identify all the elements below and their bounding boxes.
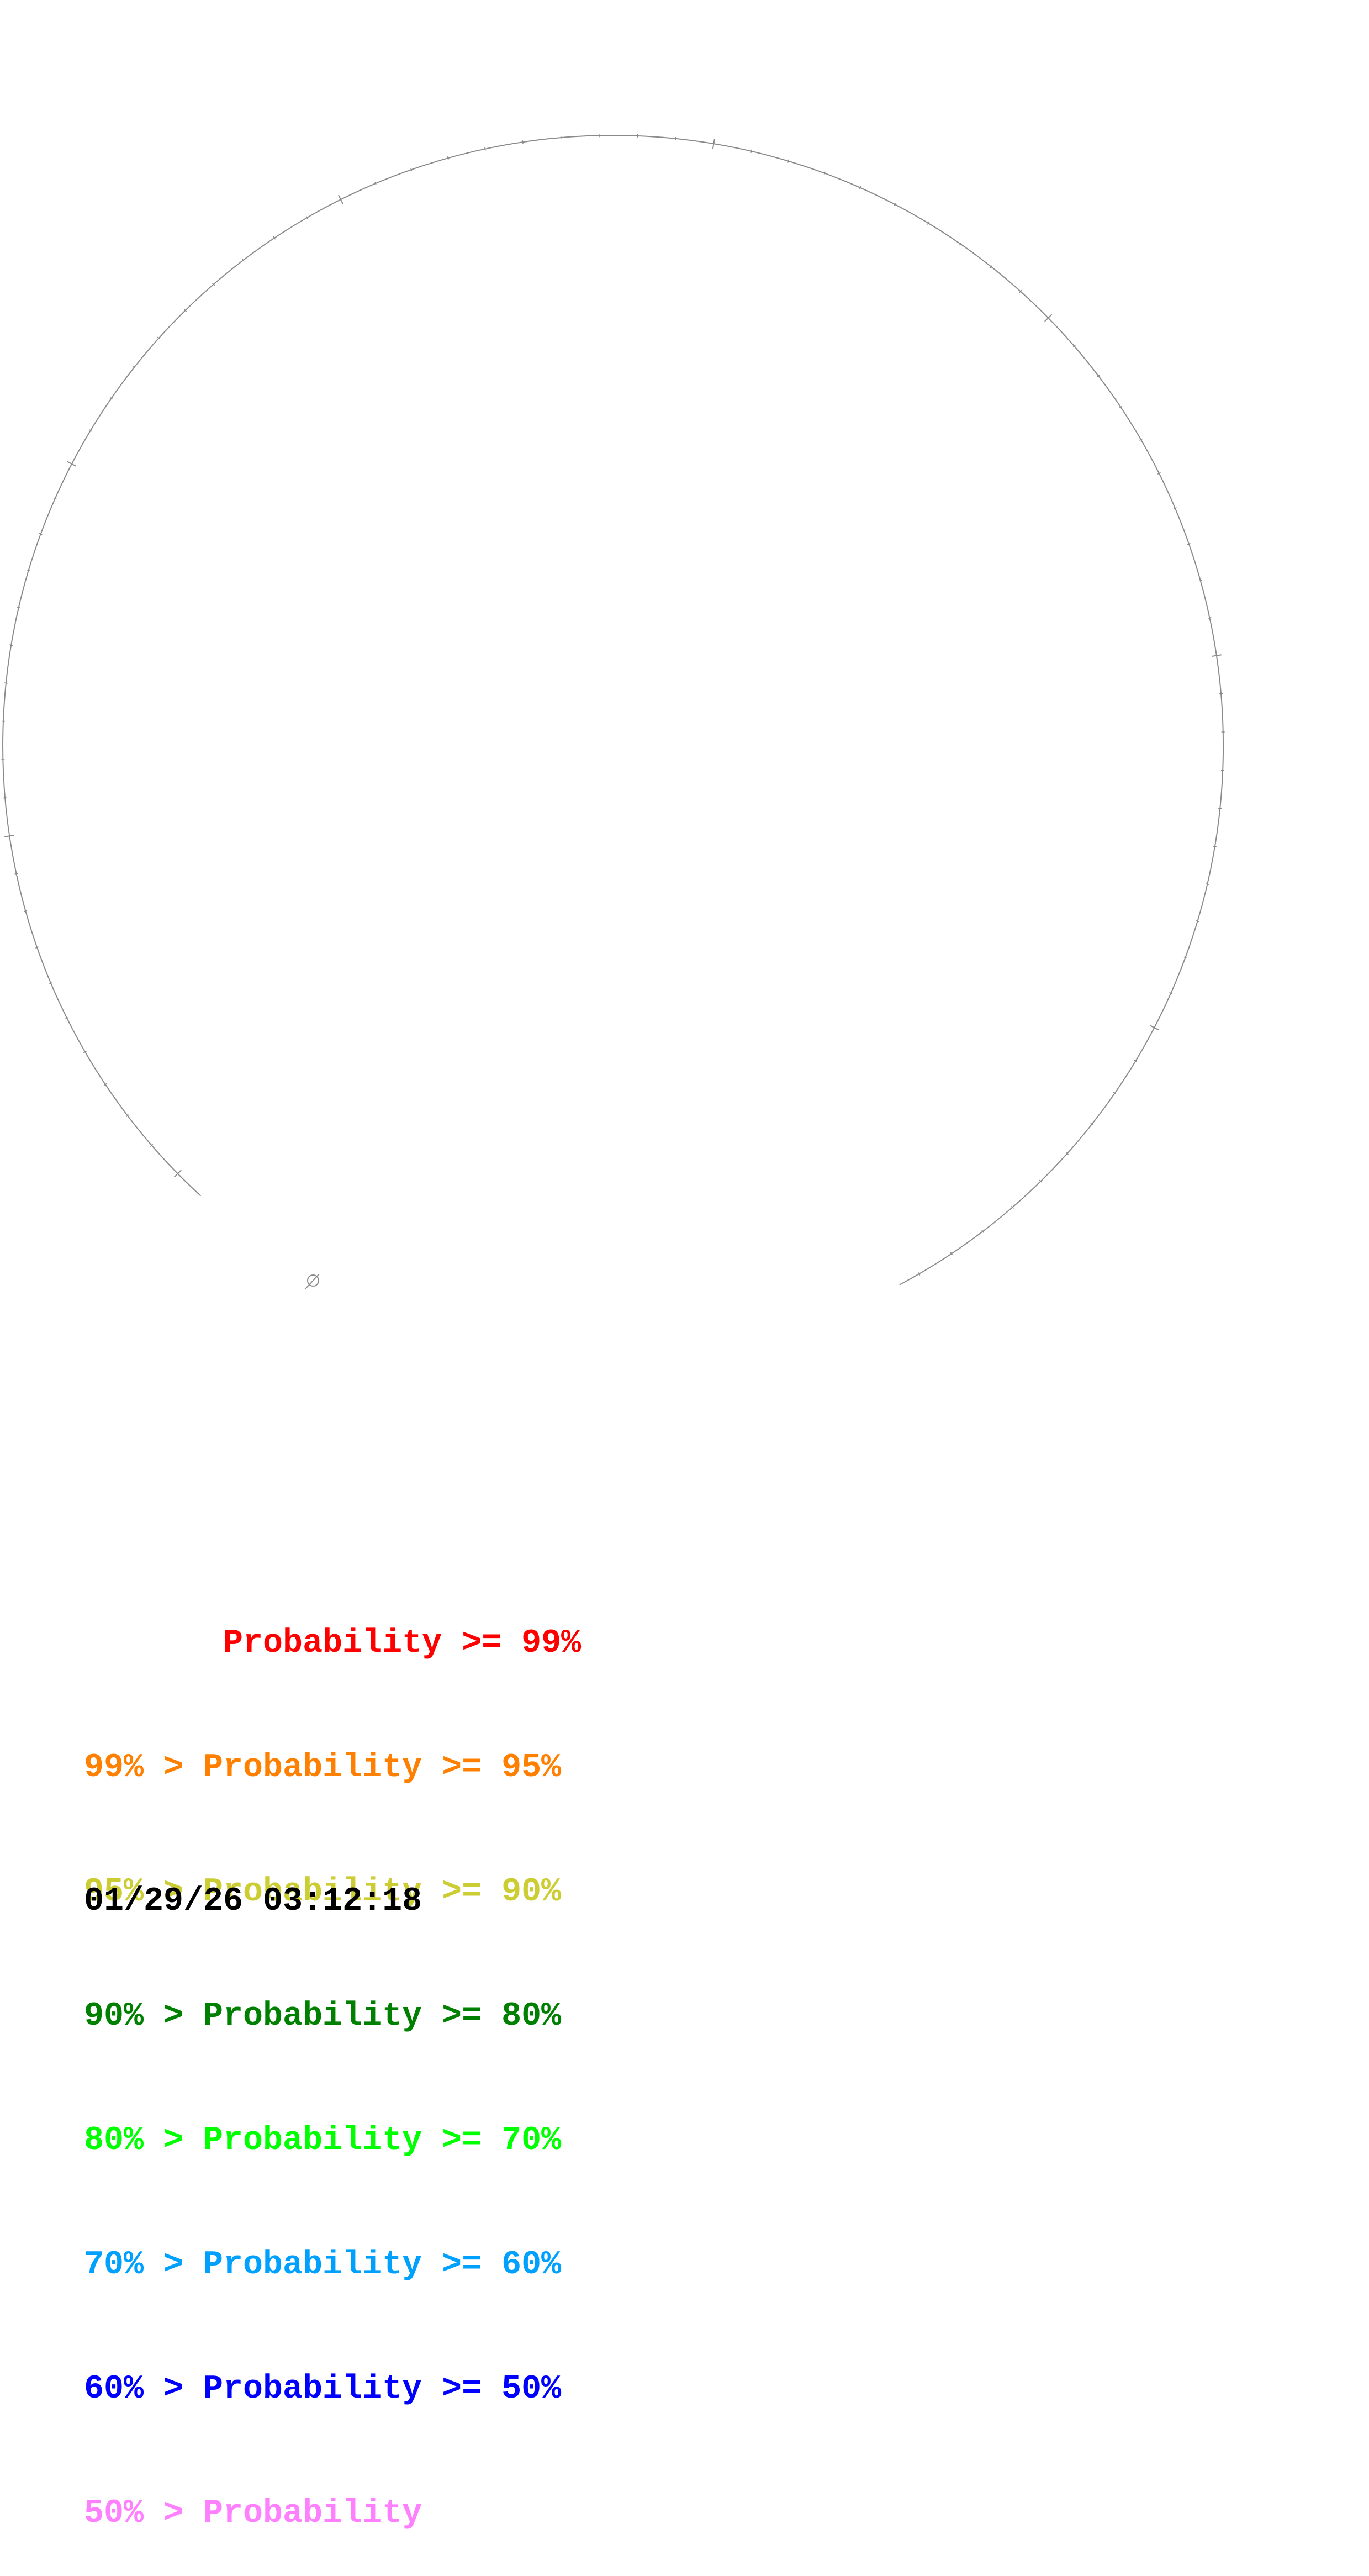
- legend-row-50: 60% > Probability >= 50%: [84, 2369, 581, 2410]
- major-tick: [1150, 1025, 1159, 1030]
- minor-tick: [751, 150, 752, 153]
- legend-row-80: 90% > Probability >= 80%: [84, 1996, 581, 2037]
- minor-tick: [375, 182, 376, 185]
- minor-tick: [1196, 921, 1199, 922]
- circle-arrow-icon: [305, 1274, 319, 1289]
- circular-structure-diagram: [0, 0, 1369, 1436]
- probability-legend: Probability >= 99% 99% > Probability >= …: [84, 1540, 581, 2576]
- major-tick: [1212, 655, 1222, 656]
- major-tick: [339, 195, 343, 204]
- legend-row-99: Probability >= 99%: [84, 1623, 581, 1664]
- major-tick: [67, 462, 76, 466]
- minor-tick: [1199, 580, 1202, 581]
- minor-tick: [788, 160, 789, 163]
- legend-row-70: 80% > Probability >= 70%: [84, 2120, 581, 2162]
- minor-tick: [1213, 846, 1217, 847]
- minor-tick: [1219, 693, 1223, 694]
- minor-tick: [15, 873, 18, 874]
- major-tick: [4, 835, 14, 837]
- minor-tick: [824, 172, 825, 175]
- timestamp: 01/29/26 03:12:18: [84, 1881, 422, 1922]
- minor-tick: [39, 534, 43, 535]
- minor-tick: [35, 947, 39, 948]
- minor-tick: [1174, 508, 1177, 509]
- minor-tick: [1184, 957, 1187, 958]
- tick-marks: [1, 134, 1224, 1275]
- legend-row-60: 70% > Probability >= 60%: [84, 2245, 581, 2286]
- minor-tick: [1218, 808, 1222, 809]
- minor-tick: [24, 910, 27, 912]
- minor-tick: [1187, 544, 1191, 545]
- minor-tick: [675, 137, 676, 140]
- legend-row-95: 99% > Probability >= 95%: [84, 1747, 581, 1789]
- minor-tick: [522, 140, 523, 144]
- minor-tick: [27, 570, 30, 571]
- minor-tick: [411, 168, 412, 171]
- backbone-arc: [3, 135, 1223, 1285]
- minor-tick: [447, 156, 448, 160]
- minor-tick: [49, 983, 52, 984]
- minor-tick: [17, 607, 20, 608]
- legend-row-below-50: 50% > Probability: [84, 2493, 581, 2535]
